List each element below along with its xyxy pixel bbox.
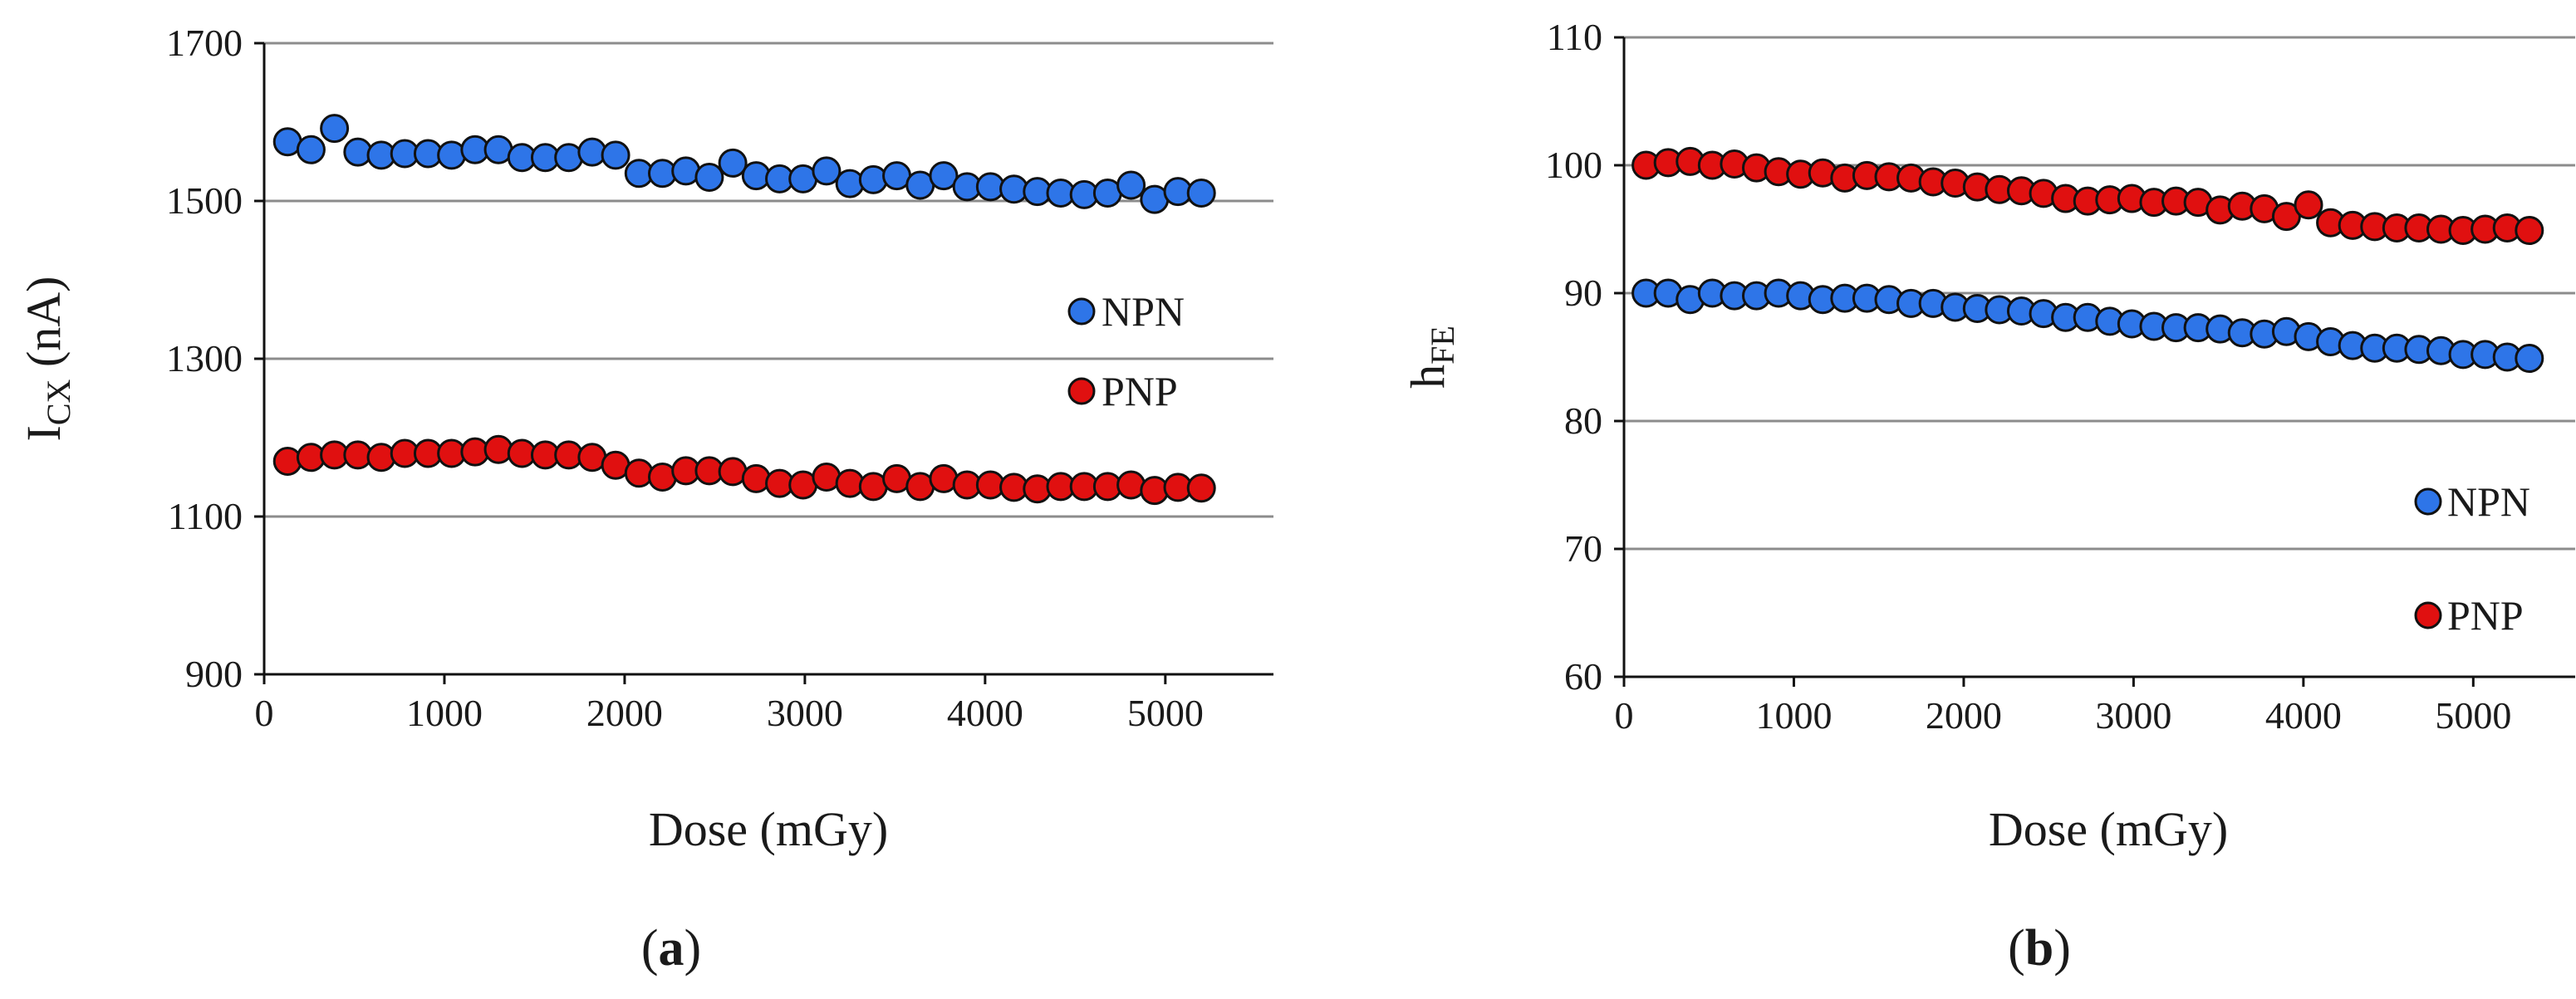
panel-a-pnp-point: [366, 443, 396, 473]
panel-a-y-title-sub: CX: [40, 379, 77, 425]
panel-a-pnp-point: [1116, 470, 1146, 500]
panel-a-x-tick-label: 0: [255, 692, 274, 734]
paren-open: (: [641, 920, 659, 977]
panel-a-y-tick-label: 900: [185, 653, 243, 695]
panel-a-pnp-point: [741, 463, 771, 493]
panel-a-label-text: (a): [641, 920, 701, 977]
panel-a-data-points: [272, 114, 1216, 506]
panel-a-legend-npn-label: NPN: [1102, 288, 1185, 335]
panel-b-legend-npn-label: NPN: [2447, 478, 2530, 525]
panel-a-npn-point: [694, 163, 724, 192]
panel-a-x-ticks: 0 1000 2000 3000 4000 5000: [255, 674, 1204, 734]
panel-a-label: (a): [641, 920, 701, 977]
panel-b-x-tick-label: 4000: [2265, 694, 2342, 737]
panel-a-y-tick-label: 1500: [166, 179, 243, 222]
paren-close: ): [2053, 920, 2071, 977]
panel-letter: b: [2025, 920, 2053, 977]
panel-a-y-axis-title: ICX (nA): [17, 277, 77, 442]
panel-b-y-title-sub: FE: [1424, 326, 1461, 365]
panel-a-x-axis-title: Dose (mGy): [649, 802, 888, 856]
panel-a-npn-point: [812, 156, 841, 186]
panel-a-x-tick-label: 4000: [947, 692, 1023, 734]
panel-a-npn-point: [296, 135, 326, 164]
panel-b-y-tick-label: 110: [1547, 16, 1602, 58]
panel-b-npn-point: [2515, 344, 2544, 374]
panel-letter: a: [659, 920, 684, 977]
panel-a-pnp-point: [483, 434, 513, 464]
panel-b-pnp-point: [2294, 190, 2323, 220]
panel-a-y-tick-label: 1700: [166, 22, 243, 64]
panel-a-x-tick-label: 5000: [1127, 692, 1204, 734]
panel-b-y-tick-label: 90: [1564, 272, 1602, 314]
panel-a-npn-point: [718, 148, 748, 178]
panel-a-pnp-point: [624, 458, 654, 488]
panel-b-legend-pnp-label: PNP: [2447, 592, 2524, 639]
panel-a-x-tick-label: 1000: [406, 692, 483, 734]
panel-b-legend-pnp-marker: [2414, 601, 2442, 629]
panel-b-y-tick-label: 80: [1564, 399, 1602, 442]
panel-b-x-tick-label: 3000: [2095, 694, 2171, 737]
panel-b-label: (b): [2008, 920, 2071, 977]
panel-a-y-title-main: I: [17, 425, 71, 441]
panel-b-y-tick-label: 100: [1545, 144, 1602, 186]
panel-a-npn-point: [554, 143, 584, 173]
panel-a-y-ticks: 900 1100 1300 1500 1700: [166, 22, 264, 695]
panel-b-x-axis-title: Dose (mGy): [1989, 802, 2228, 856]
panel-a-legend-pnp-label: PNP: [1102, 368, 1178, 414]
panel-b-label-text: (b): [2008, 920, 2071, 977]
panel-a-y-title-unit: (nA): [17, 277, 71, 380]
panel-b-x-tick-label: 0: [1615, 694, 1634, 737]
panel-b-pnp-point: [2515, 216, 2544, 246]
panel-a-npn-point: [835, 169, 865, 198]
panel-b-y-title-main: h: [1401, 365, 1455, 389]
panel-a-pnp-point: [272, 447, 302, 476]
paren-open: (: [2008, 920, 2025, 977]
panel-b-y-axis-title: hFE: [1401, 326, 1461, 389]
paren-close: ): [684, 920, 702, 977]
panel-b-x-tick-label: 5000: [2435, 694, 2511, 737]
panel-b-legend: NPN PNP: [2414, 478, 2530, 639]
panel-a-legend-pnp-marker: [1067, 377, 1096, 405]
panel-b-x-tick-label: 2000: [1926, 694, 2002, 737]
panel-a-npn-point: [437, 140, 467, 170]
panel-a-npn-point: [929, 161, 959, 191]
panel-b-x-ticks: 0 1000 2000 3000 4000 5000: [1615, 677, 2511, 737]
panel-a-x-tick-label: 3000: [767, 692, 843, 734]
chart-panel-b: 60 70 80 90 100 110 0 1000 2000 3000 4000 5000 hFE…: [1401, 16, 2575, 977]
panel-a-pnp-point: [1186, 473, 1216, 503]
panel-a-legend: NPN PNP: [1067, 288, 1185, 414]
panel-a-npn-point: [320, 114, 350, 144]
panel-a-y-tick-label: 1300: [166, 337, 243, 380]
panel-b-y-tick-label: 70: [1564, 527, 1602, 570]
panel-a-npn-point: [1186, 179, 1216, 208]
panel-a-legend-npn-marker: [1067, 297, 1096, 326]
panel-b-x-tick-label: 1000: [1755, 694, 1832, 737]
panel-a-npn-point: [601, 140, 631, 170]
panel-a-y-tick-label: 1100: [168, 495, 243, 537]
panel-b-legend-npn-marker: [2414, 487, 2442, 516]
panel-b-y-tick-label: 60: [1564, 655, 1602, 698]
panel-a-npn-point: [858, 164, 888, 194]
chart-panel-a: 900 1100 1300 1500 1700 0 1000 2000 3000 4000 500…: [17, 22, 1273, 977]
panel-b-data-points: [1631, 146, 2544, 374]
panel-b-y-ticks: 60 70 80 90 100 110: [1545, 16, 1624, 698]
panel-a-x-tick-label: 2000: [586, 692, 663, 734]
panel-a-npn-point: [1116, 170, 1146, 200]
